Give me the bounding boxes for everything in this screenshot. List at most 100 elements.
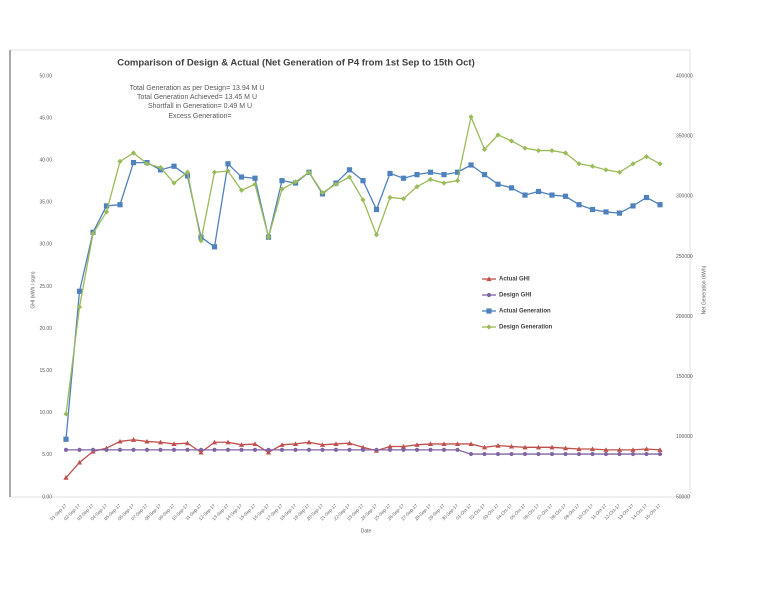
data-point (77, 447, 82, 452)
data-point (535, 147, 542, 154)
data-point (562, 445, 569, 451)
data-point (428, 447, 433, 452)
legend-label: Actual GHI (499, 277, 530, 283)
x-axis-label: Date (361, 528, 372, 534)
data-point (279, 447, 285, 452)
data-point (184, 169, 191, 175)
data-point (522, 145, 528, 151)
data-point (225, 168, 231, 174)
data-point (522, 192, 528, 198)
data-point (387, 194, 393, 201)
data-point (468, 114, 474, 120)
data-point (346, 440, 353, 446)
data-point (603, 447, 609, 452)
data-point (427, 169, 434, 175)
data-point (454, 169, 461, 175)
data-point (211, 169, 218, 175)
data-point (495, 132, 501, 138)
data-point (266, 447, 271, 452)
data-point (414, 447, 420, 452)
data-point (198, 238, 204, 244)
legend-marker (486, 308, 492, 314)
data-point (468, 162, 474, 168)
data-point (144, 161, 150, 167)
data-point (643, 446, 650, 452)
y2-axis-label: Net Generation (kWh) (701, 265, 707, 314)
data-point (414, 184, 420, 190)
data-point (455, 447, 460, 452)
y-tick-label: 20.00 (39, 326, 52, 332)
data-point (63, 436, 69, 442)
y2-tick-label: 150000 (676, 374, 693, 380)
data-point (495, 443, 501, 448)
data-point (468, 451, 474, 457)
data-point (239, 447, 244, 452)
data-point (252, 175, 258, 181)
data-point (279, 186, 285, 192)
data-point (400, 196, 407, 202)
y2-tick-label: 250000 (676, 254, 693, 260)
data-point (76, 459, 83, 465)
data-point (643, 194, 650, 201)
data-point (616, 169, 623, 175)
y-tick-label: 5.00 (42, 452, 52, 458)
data-point (360, 447, 366, 452)
data-point (562, 193, 569, 199)
data-point (373, 206, 380, 213)
data-point (630, 451, 636, 457)
data-point (238, 174, 245, 180)
data-point (427, 441, 434, 447)
data-point (495, 451, 501, 457)
data-point (360, 178, 366, 184)
data-point (144, 438, 150, 444)
y-tick-label: 40.00 (39, 158, 52, 164)
data-point (306, 169, 312, 175)
data-point (454, 178, 461, 184)
data-point (117, 438, 123, 444)
data-point (346, 174, 353, 180)
y2-tick-label: 350000 (676, 133, 693, 139)
data-point (144, 447, 150, 452)
data-point (481, 172, 488, 178)
data-point (549, 192, 555, 198)
data-point (657, 451, 663, 457)
data-point (279, 442, 285, 447)
data-point (306, 439, 312, 445)
data-point (468, 441, 474, 447)
legend-marker (486, 324, 492, 330)
data-point (184, 440, 191, 446)
data-point (562, 150, 569, 156)
data-point (630, 203, 636, 209)
y2-tick-label: 300000 (676, 194, 693, 200)
data-point (117, 158, 123, 165)
legend-marker (486, 292, 492, 298)
data-point (76, 288, 83, 294)
data-point (117, 447, 123, 452)
data-point (319, 190, 326, 196)
data-point (630, 161, 636, 167)
data-point (576, 202, 582, 208)
data-point (90, 230, 96, 237)
data-point (157, 164, 164, 171)
data-point (508, 138, 515, 144)
data-point (657, 202, 663, 208)
data-point (171, 163, 177, 169)
chart-title: Comparison of Design & Actual (Net Gener… (117, 58, 475, 69)
y-axis-label: GHI (kWh / sqm) (30, 271, 36, 309)
data-point (333, 441, 339, 447)
data-point (252, 181, 258, 187)
data-point (333, 447, 339, 452)
series-line (65, 114, 661, 415)
data-point (414, 172, 420, 178)
data-point (630, 447, 636, 452)
data-point (535, 188, 542, 195)
data-point (603, 209, 609, 215)
data-point (238, 187, 245, 193)
data-point (400, 443, 407, 449)
annotation: Total Generation as per Design= 13.94 M … (130, 85, 265, 92)
data-point (589, 163, 596, 169)
data-point (522, 444, 528, 450)
data-point (103, 203, 110, 209)
data-point (576, 446, 582, 452)
